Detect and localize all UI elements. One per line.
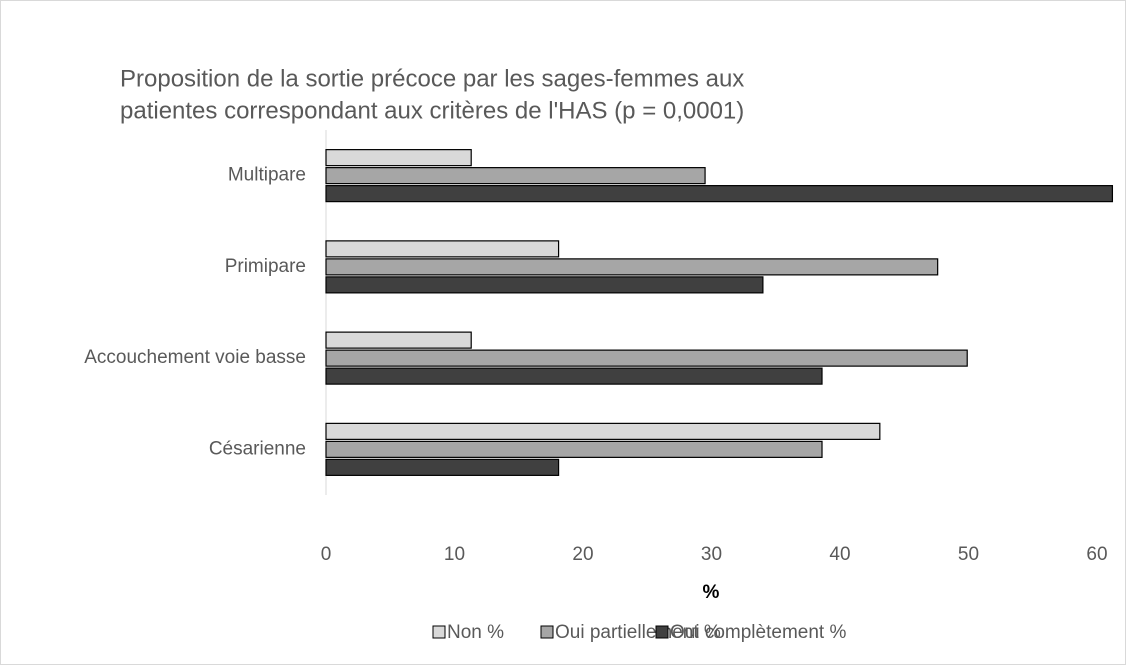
- x-tick-label: 50: [958, 544, 979, 565]
- y-tick-label: Primipare: [225, 256, 306, 277]
- legend-swatch: [655, 625, 669, 639]
- chart-title: patientes correspondant aux critères de …: [120, 97, 744, 124]
- bar: [325, 258, 939, 276]
- y-tick-label: Césarienne: [209, 438, 306, 459]
- bar: [325, 276, 764, 294]
- bar: [325, 167, 706, 185]
- bar: [325, 149, 472, 167]
- bar: [325, 331, 472, 349]
- bar: [325, 440, 823, 458]
- x-tick-label: 0: [321, 544, 332, 565]
- bar: [325, 422, 881, 440]
- bar: [325, 185, 1114, 203]
- x-axis-label: %: [703, 582, 720, 603]
- legend-swatch: [540, 625, 554, 639]
- x-tick-label: 30: [701, 544, 722, 565]
- bar: [325, 367, 823, 385]
- x-tick-label: 60: [1086, 544, 1107, 565]
- y-tick-label: Accouchement voie basse: [84, 347, 306, 368]
- legend-swatch: [432, 625, 446, 639]
- bar: [325, 349, 968, 367]
- x-tick-label: 20: [572, 544, 593, 565]
- chart-title: Proposition de la sortie précoce par les…: [120, 65, 744, 92]
- x-tick-label: 10: [444, 544, 465, 565]
- legend-label: Non %: [447, 622, 504, 643]
- bar: [325, 240, 560, 258]
- legend-label: Oui complètement %: [670, 622, 846, 643]
- bar: [325, 458, 560, 476]
- legend-label: Oui partiellement %: [555, 622, 721, 643]
- y-tick-label: Multipare: [228, 165, 306, 186]
- x-tick-label: 40: [829, 544, 850, 565]
